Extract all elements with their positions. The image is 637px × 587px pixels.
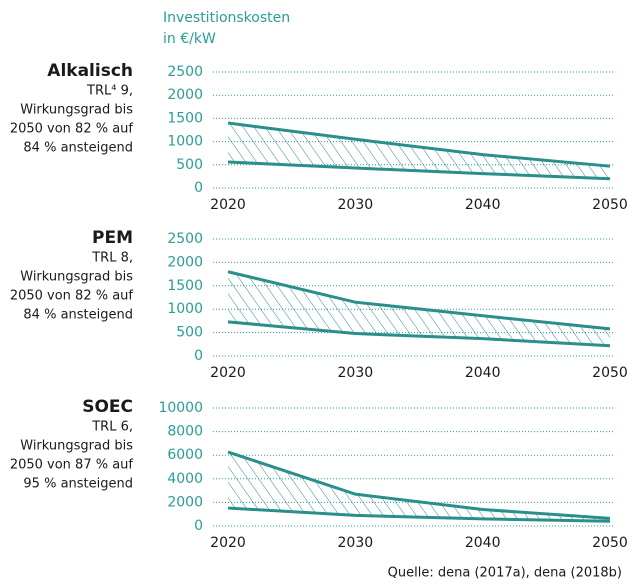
subtitle: 84 % ansteigend [23, 141, 133, 156]
x-tick-label: 2030 [338, 365, 374, 381]
chart-title: Alkalisch [47, 61, 133, 81]
y-tick-label: 500 [176, 157, 203, 173]
upper-line [227, 121, 611, 168]
x-tick-label: 2020 [210, 197, 246, 213]
lower-line [227, 160, 611, 181]
subtitle: Wirkungsgrad bis [20, 103, 133, 118]
x-tick-label: 2040 [465, 365, 501, 381]
y-tick-label: 2000 [167, 87, 203, 103]
y-tick-label: 8000 [167, 424, 203, 440]
range-area [228, 123, 610, 179]
y-tick-label: 2500 [167, 231, 203, 247]
range-area [228, 271, 610, 346]
y-tick-label: 0 [194, 518, 203, 534]
lower-line [227, 506, 611, 523]
x-tick-label: 2020 [210, 535, 246, 551]
subtitle: TRL⁴ 9, [86, 84, 133, 99]
subtitle: 2050 von 82 % auf [10, 122, 134, 137]
x-tick-label: 2040 [465, 535, 501, 551]
y-tick-label: 2000 [167, 494, 203, 510]
x-tick-label: 2050 [592, 197, 628, 213]
chart-title: SOEC [82, 397, 133, 417]
y-tick-label: 2500 [167, 64, 203, 80]
x-tick-label: 2050 [592, 365, 628, 381]
axis-label: Investitionskosten [163, 10, 290, 26]
subtitle: 2050 von 87 % auf [10, 458, 134, 473]
subtitle: Wirkungsgrad bis [20, 439, 133, 454]
y-tick-label: 1000 [167, 134, 203, 150]
x-tick-label: 2020 [210, 365, 246, 381]
y-tick-label: 10000 [158, 400, 203, 416]
y-tick-label: 1500 [167, 278, 203, 294]
source: Quelle: dena (2017a), dena (2018b) [388, 566, 622, 581]
y-tick-label: 500 [176, 325, 203, 341]
lower-line [227, 320, 611, 348]
chart-title: PEM [92, 228, 133, 248]
upper-line [227, 450, 611, 520]
subtitle: TRL 6, [91, 420, 133, 435]
y-tick-label: 1000 [167, 301, 203, 317]
upper-line [227, 270, 611, 331]
subtitle: 2050 von 82 % auf [10, 289, 134, 304]
x-tick-label: 2050 [592, 535, 628, 551]
x-tick-label: 2040 [465, 197, 501, 213]
y-tick-label: 4000 [167, 471, 203, 487]
subtitle: 84 % ansteigend [23, 308, 133, 323]
y-tick-label: 0 [194, 348, 203, 364]
axis-label: in €/kW [163, 31, 216, 47]
subtitle: TRL 8, [91, 251, 133, 266]
y-tick-label: 6000 [167, 447, 203, 463]
x-tick-label: 2030 [338, 535, 374, 551]
x-tick-label: 2030 [338, 197, 374, 213]
y-tick-label: 1500 [167, 110, 203, 126]
range-area [228, 452, 610, 522]
y-tick-label: 0 [194, 180, 203, 196]
subtitle: 95 % ansteigend [23, 477, 133, 492]
y-tick-label: 2000 [167, 254, 203, 270]
subtitle: Wirkungsgrad bis [20, 270, 133, 285]
